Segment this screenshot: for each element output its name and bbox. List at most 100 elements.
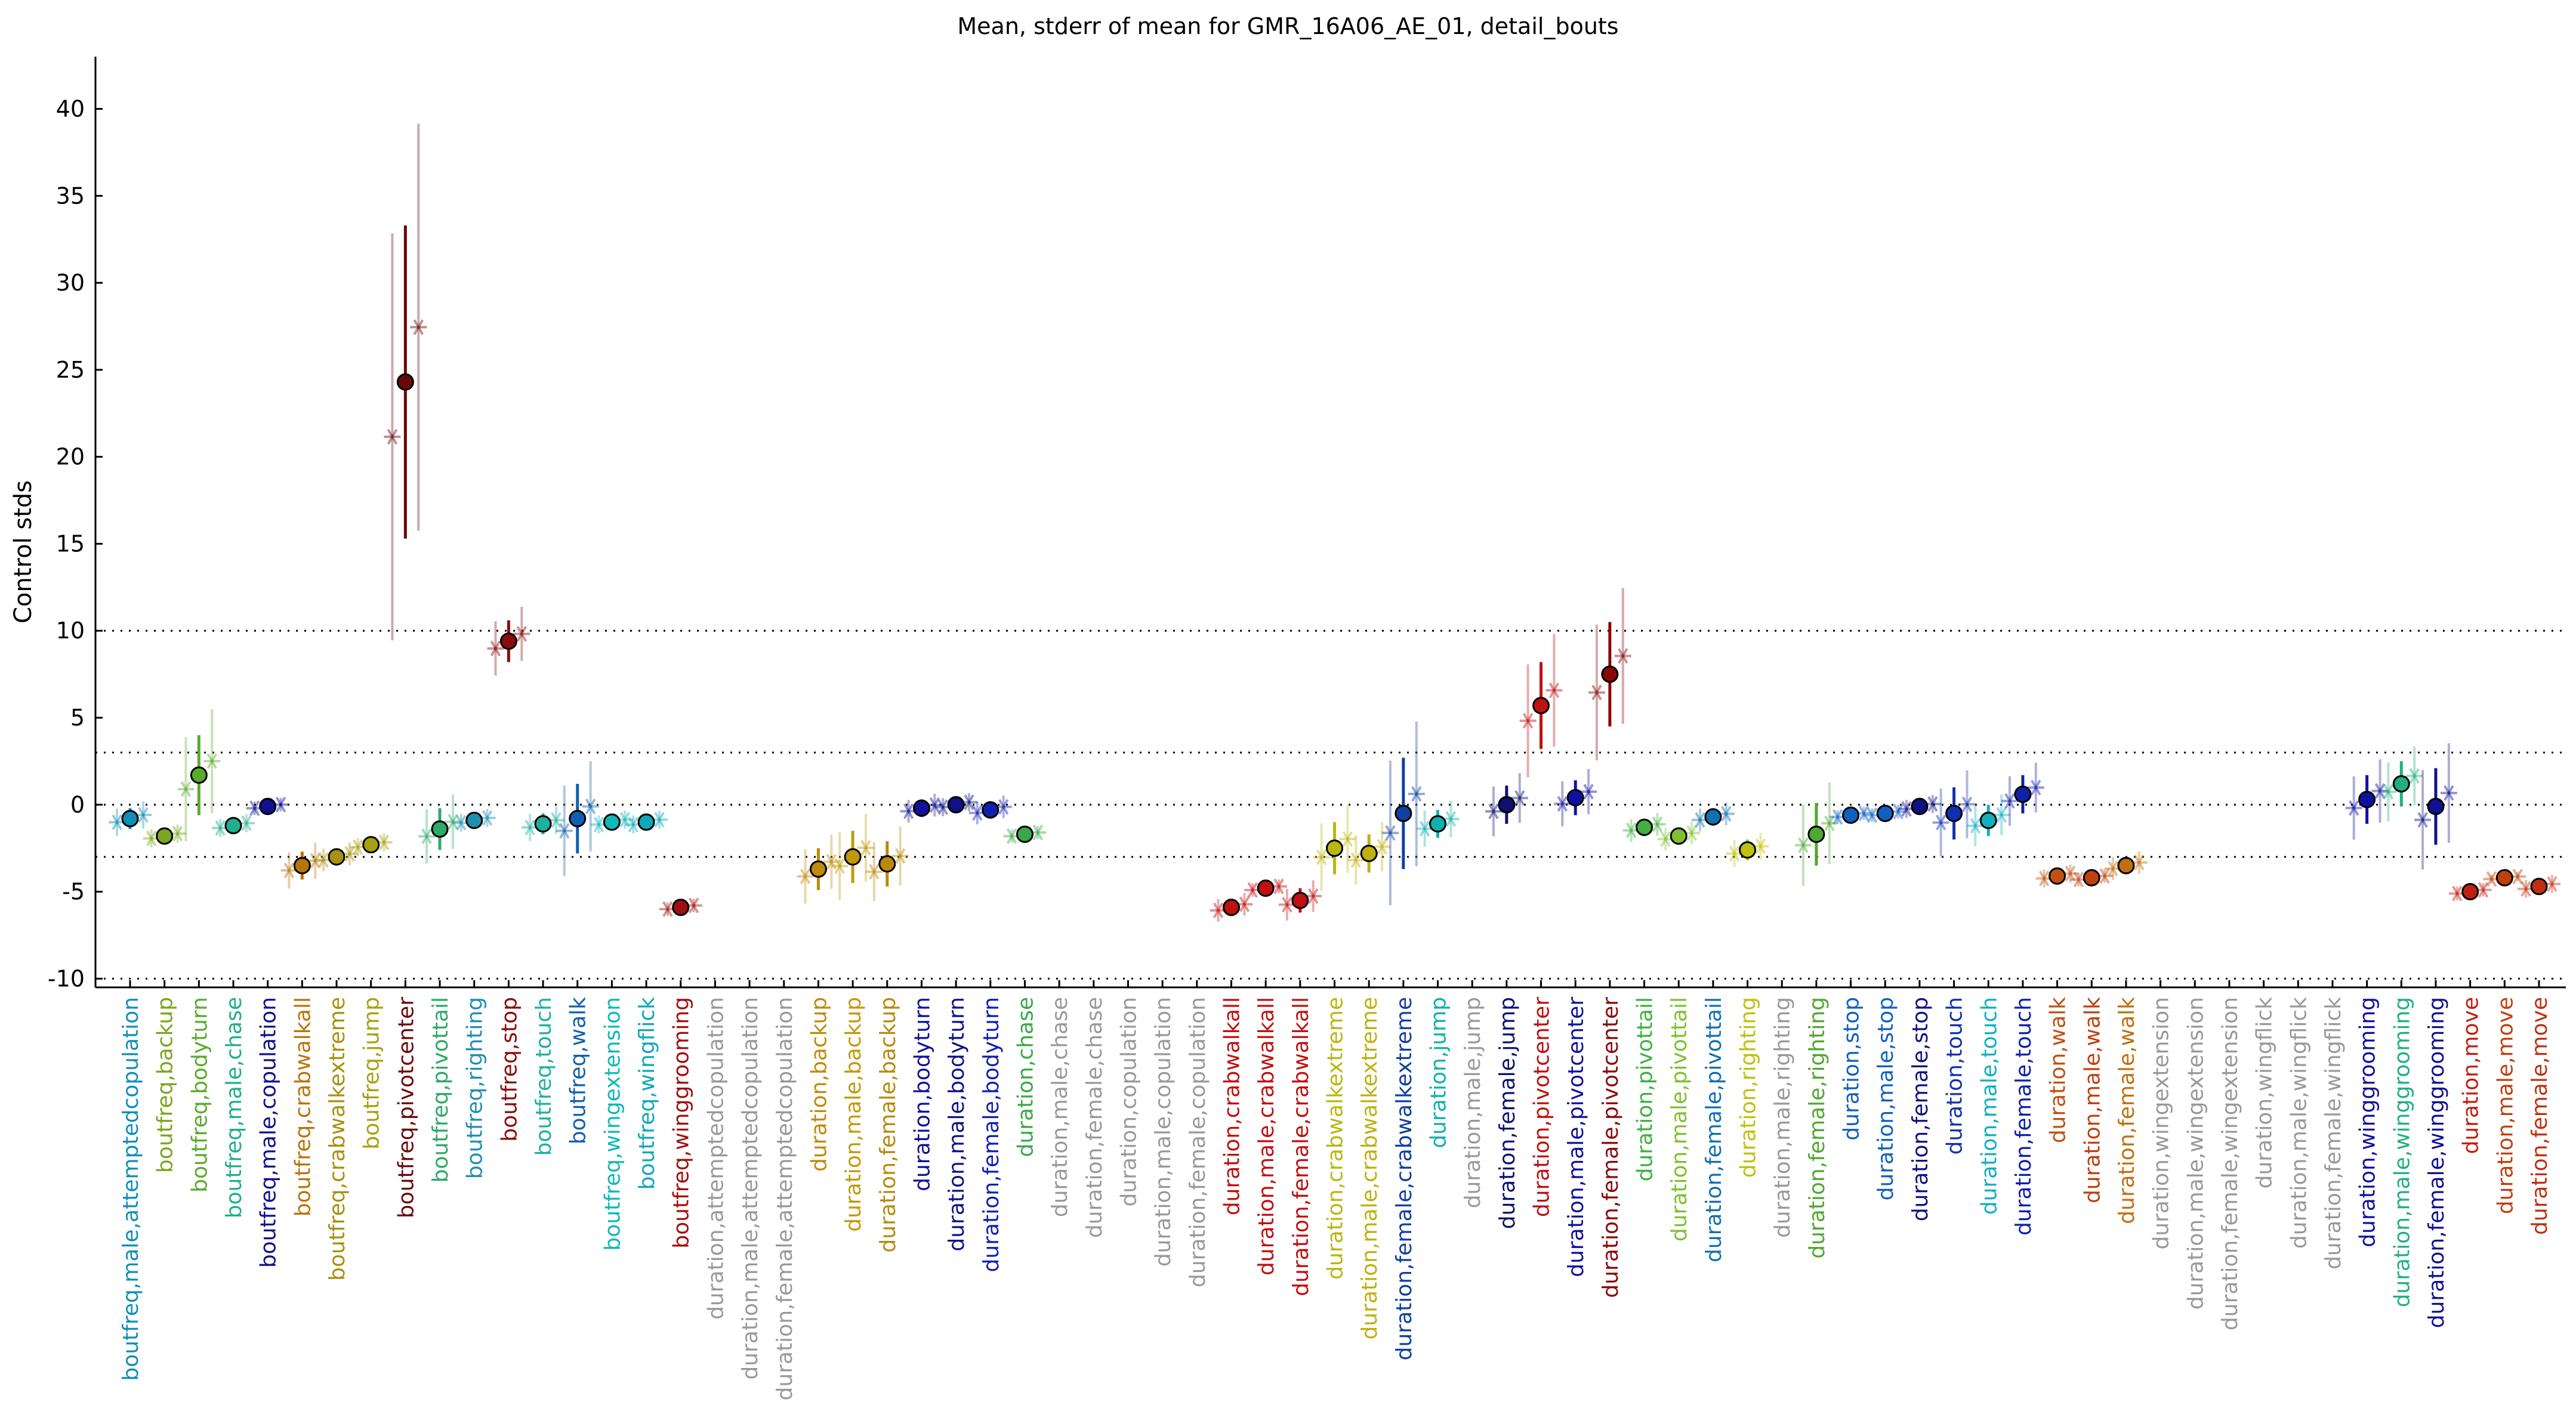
axes: -10 -5 0 5 10 15 20 25 30 35 40 [48,57,2566,992]
mean-point [293,857,311,875]
y-tick-label: 25 [56,357,85,383]
x-tick-label: duration,copulation [1116,997,1141,1206]
x-tick-label: duration,male,stop [1874,997,1898,1200]
x-tick-label: duration,male,pivotcenter [1564,997,1588,1277]
replicate-marker [418,828,436,845]
x-tick-label: duration,female,jump [1495,997,1520,1229]
mean-point [982,801,999,819]
mean-point [2392,775,2410,793]
mean-point [190,766,208,784]
y-tick-label: 10 [56,617,85,644]
x-tick-label: duration,stop [1840,997,1864,1141]
replicate-marker [1485,803,1502,820]
x-tick-label: duration,wingflick [2253,997,2277,1189]
mean-point [1911,798,1929,816]
x-tick-label: duration,female,righting [1805,997,1830,1259]
replicate-marker [177,781,195,797]
replicate-marker [307,853,324,869]
x-tick-label: duration,male,winggrooming [2390,997,2414,1307]
mean-point [1566,789,1584,807]
y-tick-label: 0 [70,792,85,818]
replicate-marker [2440,785,2457,801]
replicate-marker [1381,824,1399,841]
replicate-marker [1993,807,2010,823]
x-tick-label: duration,male,walk [2080,997,2105,1203]
mean-point [1636,819,1653,836]
x-tick-label: duration,male,backup [841,997,866,1232]
mean-point [2530,878,2548,895]
mean-point [465,811,483,829]
x-tick-label: boutfreq,walk [566,997,591,1144]
mean-point [431,820,449,838]
replicate-marker [1416,820,1433,837]
replicate-marker [513,626,530,642]
x-tick-label: boutfreq,male,attemptedcopulation [119,997,143,1381]
y-tick-label: -5 [62,879,85,905]
x-tick-label: duration,female,pivottail [1702,997,1726,1262]
mean-point [1429,815,1447,833]
x-tick-label: duration,backup [807,997,831,1172]
replicate-marker [444,814,461,830]
mean-point [1670,827,1687,845]
x-tick-label: duration,female,wingextension [2218,997,2242,1330]
x-tick-label: duration,female,pivotcenter [1599,997,1623,1298]
x-tick-label: boutfreq,righting [463,997,488,1179]
mean-point [912,799,930,817]
mean-point [844,848,862,866]
x-tick-label: duration,crabwalkextreme [1324,997,1348,1280]
x-tick-label: duration,female,move [2528,997,2552,1235]
x-tick-label: boutfreq,wingextension [600,997,625,1251]
mean-point [2461,883,2479,901]
replicate-marker [1967,818,1984,834]
replicate-marker [2371,783,2389,799]
x-tick-label: duration,female,backup [876,997,900,1253]
x-tick-label: boutfreq,male,copulation [257,997,281,1268]
mean-point [1257,879,1275,897]
replicate-marker [1374,839,1391,855]
replicate-marker [1580,783,1597,800]
replicate-marker [831,858,849,874]
replicate-marker [1313,849,1330,866]
x-tick-label: duration,female,attemptedcopulation [773,997,797,1400]
mean-point [259,798,277,816]
mean-point [534,815,552,833]
x-tick-label: duration,attemptedcopulation [704,997,728,1320]
mean-point [1222,898,1240,916]
x-tick-label: duration,female,bodyturn [979,997,1004,1272]
replicate-marker [857,839,875,856]
mean-point [1360,844,1378,862]
x-tick-label: duration,male,pivottail [1667,997,1692,1242]
replicate-marker [203,753,221,769]
replicate-marker [1958,796,1976,813]
mean-point [224,817,242,835]
x-tick-label: duration,female,crabwalkextreme [1392,997,1417,1360]
y-tick-label: 15 [56,530,85,557]
y-tick-label: 30 [56,270,85,296]
x-tick-label: duration,male,righting [1770,997,1795,1238]
x-tick-label: duration,female,copulation [1186,997,1210,1287]
replicate-marker [1588,684,1605,700]
replicate-marker [1794,837,1812,853]
replicate-marker [865,864,883,880]
mean-point [637,813,655,831]
mean-point [1532,697,1550,715]
replicate-marker [2027,779,2044,796]
x-tick-label: boutfreq,winggrooming [670,997,694,1249]
replicate-marker [1442,811,1460,827]
replicate-marker [556,823,573,839]
x-tick-label: duration,jump [1427,997,1451,1148]
x-tick-label: boutfreq,jump [360,997,384,1150]
x-tick-label: duration,female,stop [1908,997,1933,1221]
mean-point [1601,665,1619,683]
replicate-marker [797,868,814,885]
y-tick-label: 20 [56,444,85,470]
mean-point [2358,790,2376,808]
replicate-marker [280,862,298,879]
x-tick-label: duration,pivottail [1633,997,1658,1181]
mean-point [2427,798,2445,816]
mean-point [1016,825,1034,843]
x-tick-label: boutfreq,crabwalkall [291,997,315,1216]
x-tick-label: duration,male,copulation [1151,997,1176,1267]
x-tick-label: duration,male,move [2493,997,2518,1214]
mean-point [569,810,587,827]
